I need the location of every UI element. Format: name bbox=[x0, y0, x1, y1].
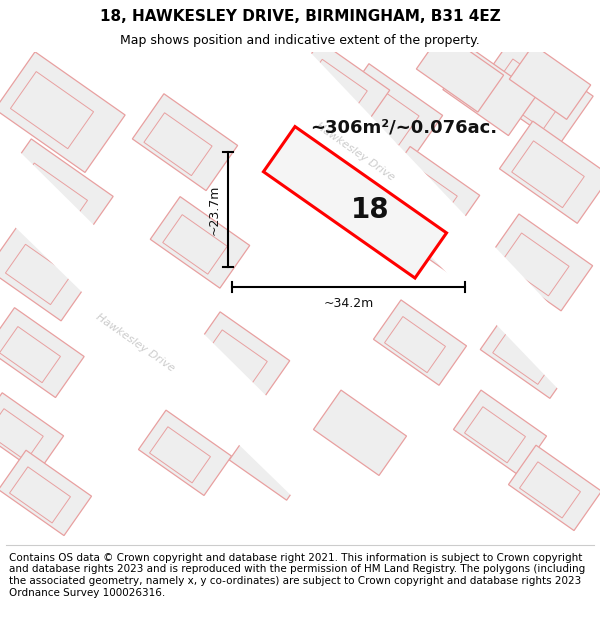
Polygon shape bbox=[393, 164, 457, 224]
Polygon shape bbox=[454, 390, 547, 476]
Polygon shape bbox=[0, 139, 113, 246]
Polygon shape bbox=[203, 330, 267, 389]
Polygon shape bbox=[418, 222, 482, 282]
Polygon shape bbox=[303, 59, 367, 119]
Polygon shape bbox=[499, 121, 600, 223]
Text: ~306m²/~0.076ac.: ~306m²/~0.076ac. bbox=[310, 118, 497, 136]
Polygon shape bbox=[0, 326, 61, 382]
Polygon shape bbox=[0, 224, 92, 321]
Polygon shape bbox=[290, 41, 390, 133]
Polygon shape bbox=[509, 45, 591, 119]
Polygon shape bbox=[5, 244, 71, 304]
Polygon shape bbox=[487, 214, 593, 311]
Polygon shape bbox=[380, 146, 480, 238]
Polygon shape bbox=[490, 59, 566, 129]
Polygon shape bbox=[10, 467, 70, 523]
Polygon shape bbox=[133, 94, 238, 191]
Polygon shape bbox=[443, 49, 537, 136]
Polygon shape bbox=[150, 197, 250, 288]
Polygon shape bbox=[139, 410, 232, 496]
Polygon shape bbox=[235, 52, 600, 432]
Text: ~23.7m: ~23.7m bbox=[208, 184, 221, 235]
Polygon shape bbox=[149, 427, 211, 483]
Polygon shape bbox=[501, 233, 569, 296]
Polygon shape bbox=[477, 39, 593, 146]
Polygon shape bbox=[0, 132, 415, 543]
Polygon shape bbox=[351, 82, 419, 146]
Text: 18, HAWKESLEY DRIVE, BIRMINGHAM, B31 4EZ: 18, HAWKESLEY DRIVE, BIRMINGHAM, B31 4EZ bbox=[100, 9, 500, 24]
Text: Map shows position and indicative extent of the property.: Map shows position and indicative extent… bbox=[120, 34, 480, 47]
Polygon shape bbox=[313, 390, 407, 476]
Polygon shape bbox=[512, 141, 584, 208]
Polygon shape bbox=[493, 325, 557, 384]
Polygon shape bbox=[163, 214, 227, 274]
Polygon shape bbox=[0, 52, 125, 172]
Polygon shape bbox=[416, 32, 503, 112]
Polygon shape bbox=[0, 409, 43, 461]
Polygon shape bbox=[337, 64, 443, 161]
Polygon shape bbox=[13, 163, 88, 232]
Text: Contains OS data © Crown copyright and database right 2021. This information is : Contains OS data © Crown copyright and d… bbox=[9, 553, 585, 598]
Polygon shape bbox=[0, 308, 84, 398]
Polygon shape bbox=[0, 392, 64, 472]
Polygon shape bbox=[144, 112, 212, 176]
Text: ~34.2m: ~34.2m bbox=[323, 297, 374, 310]
Polygon shape bbox=[190, 312, 290, 403]
Text: Hawkesley Drive: Hawkesley Drive bbox=[314, 121, 396, 183]
Polygon shape bbox=[480, 307, 580, 398]
Text: Hawkesley Drive: Hawkesley Drive bbox=[94, 312, 176, 374]
Polygon shape bbox=[263, 127, 446, 278]
Polygon shape bbox=[10, 71, 94, 149]
Polygon shape bbox=[0, 450, 92, 536]
Polygon shape bbox=[508, 445, 600, 531]
Polygon shape bbox=[520, 462, 580, 518]
Polygon shape bbox=[385, 316, 445, 372]
Polygon shape bbox=[229, 426, 311, 500]
Polygon shape bbox=[464, 407, 526, 463]
Polygon shape bbox=[373, 300, 467, 385]
Text: 18: 18 bbox=[350, 196, 389, 224]
